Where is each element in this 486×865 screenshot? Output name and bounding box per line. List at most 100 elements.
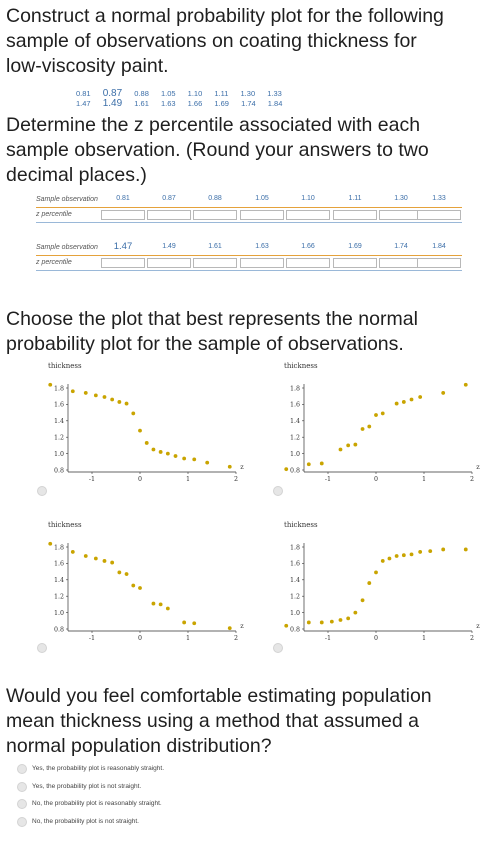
answer-option-radio[interactable] [17,782,27,792]
z-percentile-input[interactable] [240,258,284,268]
z-percentile-input[interactable] [193,258,237,268]
y-axis-label: thickness [48,521,82,529]
data-point [284,623,289,628]
data-point [319,620,324,625]
plot-option-c-radio[interactable] [37,643,47,653]
data-point [110,397,115,402]
obs-value: 1.84 [267,99,283,108]
y-tick-label: 1.2 [54,594,64,601]
data-point [387,556,392,561]
z-percentile-input[interactable] [286,210,330,220]
y-axis-label: thickness [284,362,318,370]
x-axis-label: z [240,463,244,471]
x-axis-label: z [240,622,244,630]
obs-value: 1.05 [160,89,176,98]
y-tick-label: 1.8 [290,544,300,551]
plot-option-a-radio[interactable] [37,486,47,496]
data-point [227,626,232,631]
y-tick-label: 1.6 [54,561,64,568]
data-point [151,447,156,452]
z-percentile-input[interactable] [147,258,191,268]
data-point [353,442,358,447]
y-tick-label: 1.4 [54,577,64,584]
plot-option-d-radio[interactable] [273,643,283,653]
question-1-text: Construct a normal probability plot for … [6,4,480,79]
data-point [182,620,187,625]
data-point [418,395,423,399]
z-percentile-input[interactable] [101,258,145,268]
row-label: Sample observation [36,196,98,203]
plot-option-b-radio[interactable] [273,486,283,496]
z-percentile-input[interactable] [417,258,461,268]
data-point [83,554,88,558]
data-point [394,401,399,406]
x-tick-label: 0 [374,635,378,642]
data-point [401,400,406,404]
z-percentile-input[interactable] [417,210,461,220]
y-tick-label: 1.2 [290,435,300,442]
data-point [110,560,115,565]
z-percentile-input[interactable] [286,258,330,268]
table-cell: 1.74 [394,243,408,250]
answer-option-radio[interactable] [17,817,27,827]
data-point [70,550,75,554]
data-point [158,450,163,454]
obs-value: 1.10 [187,89,203,98]
x-tick-label: -1 [89,476,95,483]
data-point [124,401,129,406]
data-point [83,391,88,395]
data-point [151,601,156,606]
table-cell: 1.30 [394,195,408,202]
answer-option-radio[interactable] [17,799,27,809]
z-percentile-input[interactable] [333,210,377,220]
table-cell: 1.10 [301,195,315,202]
data-point [346,616,351,621]
table-cell: 0.87 [162,195,176,202]
table-cell: 1.61 [208,243,222,250]
answer-option-label: Yes, the probability plot is reasonably … [32,765,165,772]
z-percentile-input[interactable] [333,258,377,268]
z-percentile-input[interactable] [101,210,145,220]
data-point [192,457,197,462]
y-tick-label: 1.2 [290,594,300,601]
answer-option-radio[interactable] [17,764,27,774]
z-percentile-table-2: Sample observation 1.47 1.49 1.61 1.63 1… [36,241,462,271]
obs-value: 1.47 [76,99,91,108]
answer-option-label: Yes, the probability plot is not straigh… [32,783,142,790]
question-4-line-3: normal population distribution? [6,735,272,757]
question-1-line-3: low-viscosity paint. [6,55,169,77]
data-point [401,553,406,558]
y-tick-label: 0.8 [54,626,64,633]
row-label: Sample observation [36,244,98,251]
question-2-line-2: sample observation. (Round your answers … [6,139,429,161]
observations-row-2: 1.47 1.49 1.61 1.63 1.66 1.69 1.74 1.84 [76,98,292,109]
z-percentile-input[interactable] [147,210,191,220]
obs-value: 1.74 [241,99,256,108]
question-1-line-2: sample of observations on coating thickn… [6,30,417,52]
y-tick-label: 1.6 [290,561,300,568]
data-point [374,570,378,575]
data-point [441,391,446,395]
z-percentile-input[interactable] [193,210,237,220]
x-tick-label: 1 [422,476,426,483]
data-point [380,559,385,563]
data-point [306,620,311,625]
y-tick-label: 1.8 [54,544,64,551]
data-point [227,464,232,469]
table-row-z-percentile: z percentile [36,256,462,271]
x-tick-label: 1 [186,635,190,642]
y-tick-label: 1.8 [54,385,64,392]
x-tick-label: 2 [470,635,474,642]
data-point [117,400,122,404]
table-cell: 1.49 [162,243,176,250]
obs-value: 1.66 [187,99,203,108]
data-point [306,462,311,467]
data-point [48,382,53,387]
question-2-line-1: Determine the z percentile associated wi… [6,114,421,136]
question-2-text: Determine the z percentile associated wi… [6,113,480,188]
data-point [131,411,136,416]
x-tick-label: 2 [470,476,474,483]
data-point [409,397,414,402]
z-percentile-input[interactable] [240,210,284,220]
data-point [418,550,423,554]
